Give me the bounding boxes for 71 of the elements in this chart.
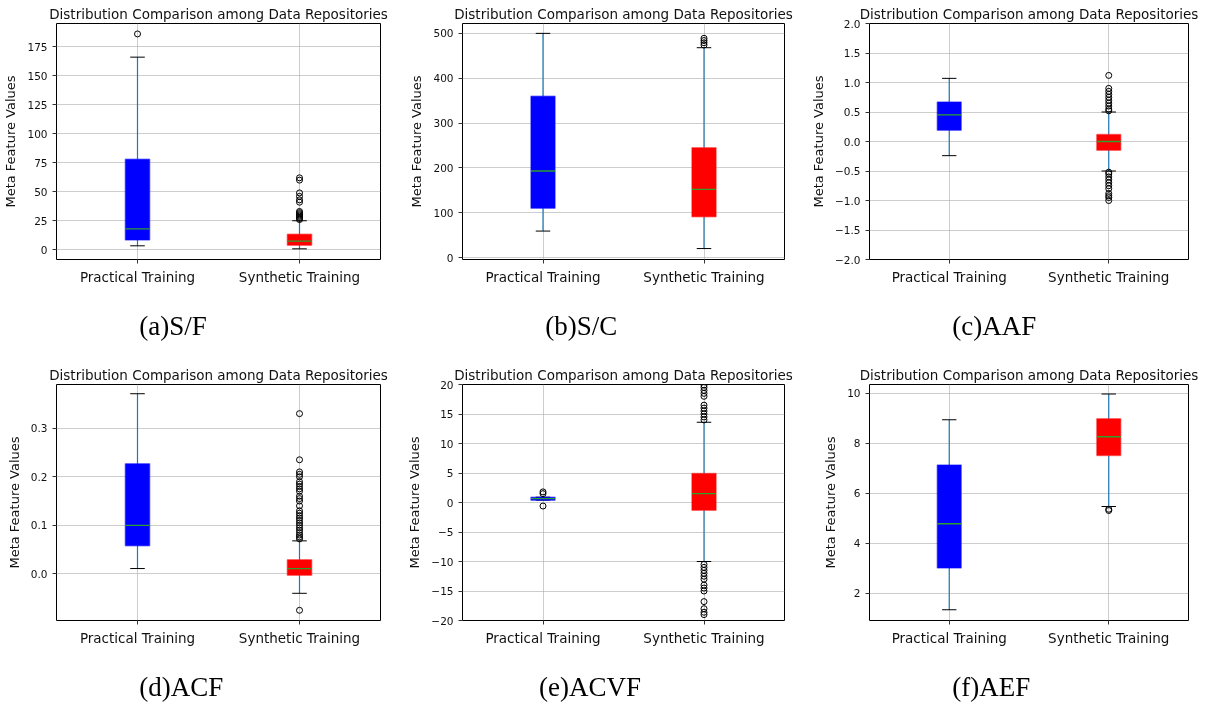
y-tick-label: 25 [34,214,48,227]
y-tick-label: 0 [40,243,48,256]
text: (d)ACF [139,671,224,702]
chart-title: Distribution Comparison among Data Repositories [859,6,1199,22]
y-tick-label: 15 [440,408,454,420]
y-tick-label: 0.3 [30,422,48,435]
text: (a)S/F [139,310,207,341]
chart-title: Distribution Comparison among Data Repositories [454,367,793,383]
y-tick-label: −2.0 [835,253,861,266]
y-tick-label: −15 [431,585,454,597]
y-tick-label: 20 [440,378,454,391]
y-tick-label: 0.0 [843,135,861,148]
y-axis-title: Meta Feature Values [811,75,826,208]
x-tick-label: Practical Training [485,268,601,285]
y-tick-label: 75 [34,156,48,169]
text: (b)S/C [545,310,618,341]
y-tick-label: −1.0 [835,194,861,207]
x-tick-label: Synthetic Training [238,629,361,646]
y-tick-label: −10 [431,555,454,568]
y-tick-label: 100 [433,206,454,219]
x-tick-label: Practical Training [891,629,1007,646]
x-tick-label: Synthetic Training [1048,268,1170,285]
x-tick-label: Synthetic Training [643,268,765,285]
y-tick-label: 2 [853,587,861,599]
chart-title: Distribution Comparison among Data Repositories [49,6,388,22]
y-axis-title: Meta Feature Values [409,75,425,208]
y-tick-label: 8 [853,437,861,449]
y-axis-title: Meta Feature Values [407,436,423,569]
y-axis-title: Meta Feature Values [823,436,839,569]
chart-title: Distribution Comparison among Data Repositories [49,367,388,383]
x-tick-label: Synthetic Training [1048,629,1170,646]
y-tick-label: −5 [438,526,454,538]
y-tick-label: −0.5 [835,165,861,177]
y-tick-label: 0 [446,496,454,509]
y-tick-label: 4 [853,537,861,549]
y-tick-label: 0.0 [30,567,48,580]
x-tick-label: Practical Training [79,629,196,646]
y-tick-label: 10 [440,437,454,450]
text: (c)AAF [952,310,1037,341]
y-tick-label: 1.5 [843,47,861,59]
y-tick-label: 200 [433,161,454,174]
x-tick-label: Practical Training [485,629,601,646]
y-tick-label: 175 [27,40,48,53]
text: (f)AEF [952,671,1031,702]
y-tick-label: 100 [27,127,48,140]
x-tick-label: Synthetic Training [238,268,361,285]
y-tick-label: 0.5 [843,106,861,118]
y-tick-label: 0.1 [30,519,48,532]
y-tick-label: 50 [34,185,48,198]
text: (e)ACVF [539,671,642,702]
y-tick-label: 6 [853,487,861,499]
chart-title: Distribution Comparison among Data Repositories [454,6,793,22]
y-tick-label: 300 [433,117,454,130]
y-tick-label: 2.0 [843,17,861,30]
y-tick-label: −1.5 [835,224,861,236]
y-tick-label: 0 [446,251,454,264]
y-axis-title: Meta Feature Values [3,75,19,208]
x-tick-label: Practical Training [79,268,196,285]
y-tick-label: 500 [433,27,454,40]
y-tick-label: 400 [433,72,454,85]
x-tick-label: Practical Training [891,268,1007,285]
y-tick-label: −20 [431,614,454,627]
y-tick-label: 150 [27,69,48,82]
y-tick-label: 10 [847,387,861,399]
x-tick-label: Synthetic Training [643,629,765,646]
y-tick-label: 0.2 [30,470,48,483]
y-tick-label: 5 [446,467,454,479]
y-tick-label: 1.0 [843,76,861,89]
chart-title: Distribution Comparison among Data Repositories [859,367,1199,383]
y-tick-label: 125 [27,98,48,111]
y-axis-title: Meta Feature Values [6,436,22,569]
